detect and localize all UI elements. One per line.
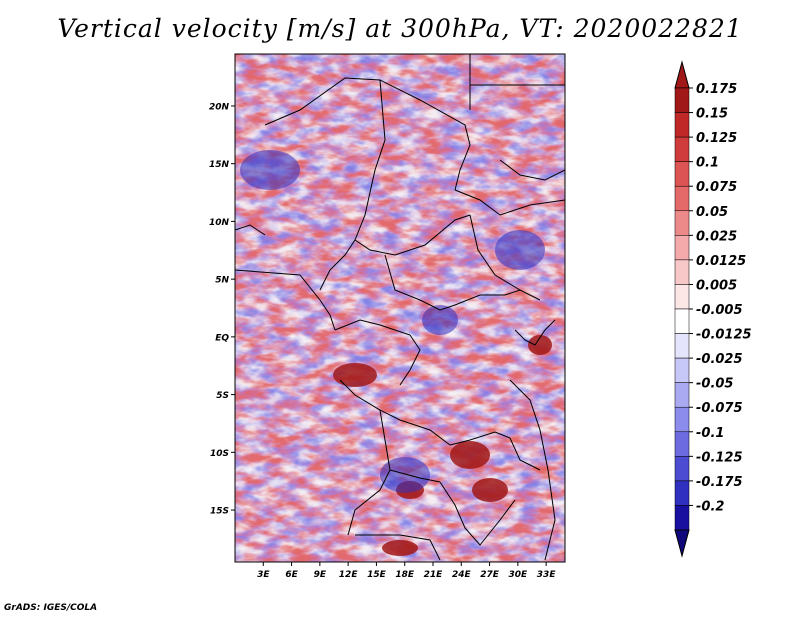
colorbar-label: -0.125 — [696, 450, 743, 465]
colorbar-label: -0.2 — [696, 499, 724, 514]
colorbar-label: 0.1 — [696, 156, 719, 171]
updraft-clusters — [333, 335, 552, 556]
lon-label: 9E — [314, 570, 327, 580]
colorbar-label: -0.1 — [696, 426, 724, 441]
colorbar-label: 0.025 — [696, 229, 737, 244]
colorbar-swatch — [674, 406, 690, 433]
lat-label: 15N — [209, 160, 230, 170]
colorbar-label: 0.05 — [696, 205, 728, 220]
colorbar-label: 0.075 — [696, 180, 737, 195]
lon-label: 30E — [509, 570, 529, 580]
colorbar-swatch — [674, 284, 690, 310]
downdraft-clusters — [240, 150, 545, 493]
colorbar-label: -0.05 — [696, 377, 733, 392]
lon-label: 3E — [257, 570, 270, 580]
colorbar-label: -0.075 — [696, 401, 743, 416]
colorbar-label: 0.0125 — [696, 254, 746, 269]
lon-label: 27E — [480, 570, 500, 580]
colorbar-label: -0.0125 — [696, 328, 752, 343]
lat-label: 5N — [215, 276, 229, 286]
colorbar-swatch — [674, 259, 690, 285]
colorbar-swatch — [674, 112, 690, 138]
lon-label: 12E — [339, 570, 359, 580]
colorbar-label: -0.005 — [696, 303, 743, 318]
lon-label: 18E — [395, 570, 415, 580]
colorbar-swatch — [674, 333, 690, 359]
grads-credit: GrADS: IGES/COLA — [4, 603, 98, 613]
lon-label: 33E — [537, 570, 557, 580]
colorbar-bottom-arrow — [674, 529, 690, 558]
colorbar-label: -0.025 — [696, 352, 743, 367]
colorbar-swatch — [674, 308, 690, 334]
colorbar-label: 0.005 — [696, 278, 737, 293]
lat-label: EQ — [215, 333, 229, 343]
map-frame — [234, 53, 566, 563]
colorbar-swatch — [674, 210, 690, 236]
longitude-axis: 3E 6E 9E 12E 15E 18E 21E 24E 27E 30E 33E — [257, 562, 556, 580]
colorbar-top-arrow — [674, 60, 690, 89]
lat-label: 10S — [210, 449, 229, 459]
colorbar-swatch — [674, 431, 690, 457]
lon-label: 21E — [424, 570, 444, 580]
colorbar-swatch — [674, 87, 690, 113]
colorbar-label: 0.15 — [696, 107, 728, 122]
latitude-axis: 20N 15N 10N 5N EQ 5S 10S 15S — [209, 102, 235, 517]
chart-title: Vertical velocity [m/s] at 300hPa, VT: 2… — [57, 14, 743, 43]
country-borders — [235, 54, 565, 561]
colorbar-swatch — [674, 185, 690, 212]
lat-label: 20N — [209, 102, 230, 112]
colorbar-swatch — [674, 505, 690, 531]
colorbar: 0.175 0.15 0.125 0.1 0.075 0.05 0.025 0.0125 0.0… — [674, 60, 752, 558]
colorbar-swatch — [674, 456, 690, 482]
colorbar-swatch — [674, 480, 690, 506]
lon-label: 6E — [285, 570, 298, 580]
lat-label: 5S — [216, 391, 229, 401]
lon-label: 15E — [367, 570, 387, 580]
lat-label: 15S — [210, 507, 229, 517]
colorbar-swatch — [674, 382, 690, 408]
colorbar-swatch — [674, 161, 690, 187]
colorbar-swatch — [674, 235, 690, 261]
lat-label: 10N — [209, 218, 230, 228]
colorbar-label: 0.125 — [696, 131, 737, 146]
colorbar-label: -0.175 — [696, 475, 743, 490]
colorbar-swatch — [674, 136, 690, 162]
colorbar-label: 0.175 — [696, 82, 737, 97]
lon-label: 24E — [452, 570, 472, 580]
colorbar-swatch — [674, 357, 690, 383]
